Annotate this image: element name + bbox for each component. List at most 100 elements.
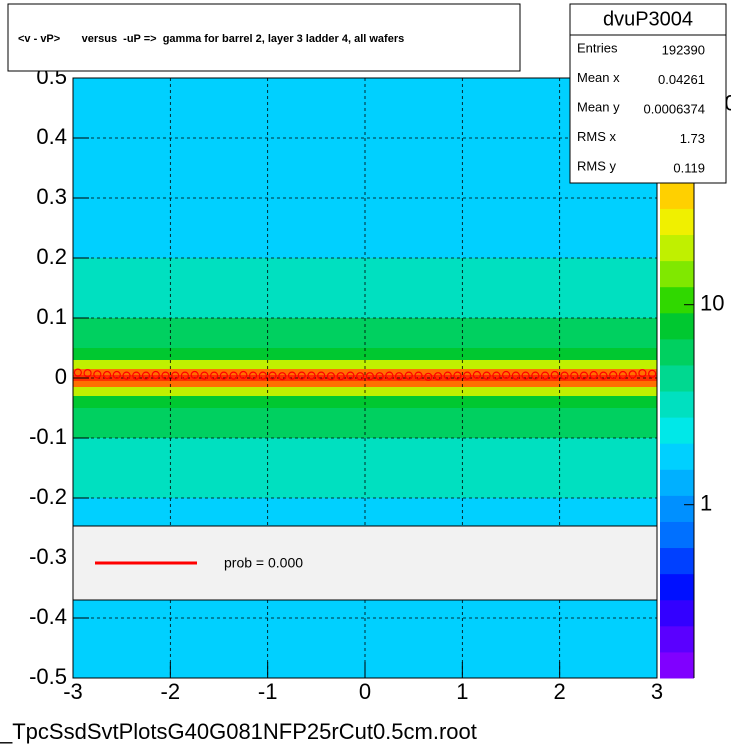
profile-point [122,371,131,380]
profile-point [287,371,297,380]
x-tick-label: -2 [161,679,181,704]
profile-point [307,371,316,380]
colorbar-segment [660,651,694,679]
stats-value: 192390 [662,42,705,57]
profile-point [268,371,277,380]
x-tick-label: 0 [359,679,371,704]
x-tick-label: 3 [651,679,663,704]
profile-point [239,370,248,380]
profile-point [375,372,384,381]
profile-point [579,371,589,380]
colorbar-segment [660,599,694,627]
y-tick-label: -0.5 [29,664,67,689]
colorbar-segment [660,443,694,470]
colorbar-segment [660,417,694,444]
profile-point [589,370,598,380]
profile-point [628,370,637,379]
profile-point [102,370,112,380]
colorbar-segment [660,234,694,262]
stats-frame [569,3,727,184]
profile-point [385,371,394,380]
profile-point [219,371,228,380]
colorbar-segment [660,208,694,236]
profile-point [492,371,501,380]
colorbar-segment [660,286,694,314]
stats-box: dvuP3004 Entries 192390 Mean x 0.04261 Mean … [569,3,727,184]
colorbar-segment [660,182,694,209]
profile-point [93,370,102,379]
profile-point [200,371,209,380]
colorbar-segment [660,391,694,418]
profile-point [210,371,219,380]
profile-point [190,370,199,380]
x-tick-label: -3 [63,679,83,704]
profile-point [540,371,550,380]
colorbar-segment [660,364,694,392]
y-tick-label: -0.3 [29,544,67,569]
colorbar-segment [660,312,694,340]
title-box: <v - vP> versus -uP => gamma for barrel … [7,3,521,72]
title-frame [7,3,521,72]
profile-point [648,369,657,378]
profile-point [83,369,92,378]
z-tick-label: 10 [700,291,724,316]
y-tick-label: 0.4 [36,124,67,149]
profile-point [73,368,82,377]
stats-title: dvuP3004 [603,8,693,30]
profile-point [453,371,462,380]
profile-point [278,372,287,381]
fit-legend-text: prob = 0.000 [224,555,303,571]
profile-point [346,371,355,380]
profile-point [171,371,180,380]
profile-point [433,372,443,381]
profile-point [521,371,530,380]
colorbar-segment [660,260,694,288]
colorbar-segment [660,338,694,366]
z-tick-label: 1 [700,491,712,516]
heatmap-cell [73,360,657,369]
chart-title: <v - vP> versus -uP => gamma for barrel … [18,33,404,45]
profile-point [550,370,559,380]
profile-point [502,370,511,380]
profile-point [258,371,267,380]
colorbar-segment [660,469,694,496]
profile-point [424,372,433,381]
colorbar-segment [660,547,694,575]
profile-point [609,370,618,380]
profile-point [443,371,452,380]
profile-point [151,370,160,380]
stats-value: 0.04261 [658,72,705,87]
y-tick-label: -0.1 [29,424,67,449]
profile-point [141,371,151,380]
profile-point [599,371,608,380]
y-tick-label: -0.2 [29,484,67,509]
profile-point [317,371,326,380]
profile-point [463,371,472,380]
profile-point [161,371,170,380]
profile-point [404,371,413,380]
profile-point [132,371,141,380]
x-tick-label: 2 [554,679,566,704]
colorbar-segment [660,625,694,653]
profile-point [511,371,520,380]
stats-value: 1.73 [680,131,705,146]
y-tick-label: 0.3 [36,184,67,209]
colorbar-segment [660,495,694,522]
profile-point [326,372,336,381]
profile-point [297,371,306,380]
stats-label: Mean x [577,70,620,85]
footer: _TpcSsdSvtPlotsG40G081NFP25rCut0.5cm.roo… [0,719,477,744]
y-tick-label: 0.1 [36,304,67,329]
profile-point [356,372,365,381]
profile-point [472,370,482,380]
stats-value: 0.119 [673,160,705,175]
x-tick-label: -1 [258,679,278,704]
y-tick-label: -0.4 [29,604,67,629]
profile-point [336,372,345,381]
stats-label: RMS y [577,158,617,173]
fit-legend: prob = 0.000 [72,525,658,601]
x-tick-label: 1 [456,679,468,704]
profile-point [638,369,647,378]
y-tick-label: 0.2 [36,244,67,269]
y-tick-label: 0 [55,364,67,389]
